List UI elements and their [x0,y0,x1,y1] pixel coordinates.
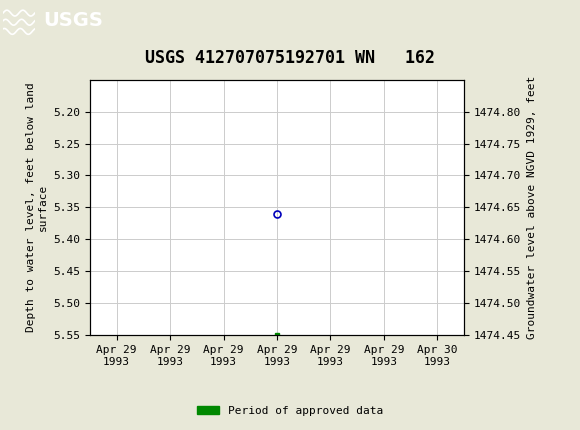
Y-axis label: Groundwater level above NGVD 1929, feet: Groundwater level above NGVD 1929, feet [527,76,536,339]
Y-axis label: Depth to water level, feet below land
surface: Depth to water level, feet below land su… [26,83,48,332]
Text: USGS 412707075192701 WN   162: USGS 412707075192701 WN 162 [145,49,435,68]
Legend: Period of approved data: Period of approved data [193,401,387,420]
Text: USGS: USGS [44,11,103,30]
